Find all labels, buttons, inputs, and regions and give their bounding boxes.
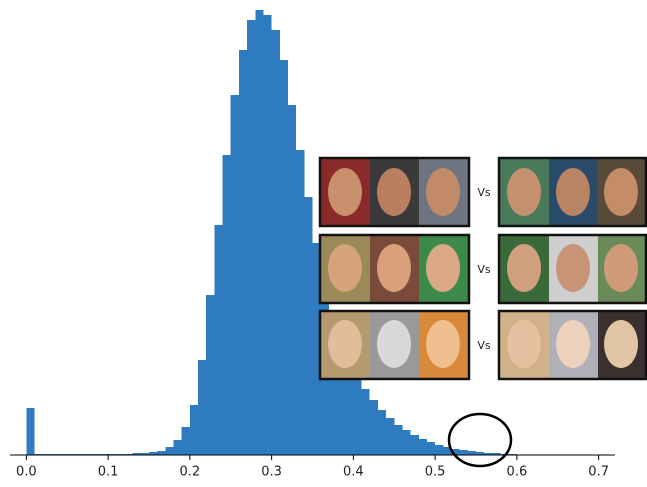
histogram-bar	[402, 430, 411, 455]
face	[377, 244, 411, 292]
face	[556, 168, 590, 216]
histogram-bar	[304, 197, 313, 455]
x-tick-label: 0.4	[343, 465, 364, 480]
histogram-bar	[140, 453, 149, 455]
histogram-bar	[410, 435, 419, 455]
histogram-bar	[328, 310, 338, 455]
face	[507, 320, 541, 368]
panel-frame	[497, 156, 647, 228]
histogram-bar	[312, 243, 321, 455]
histogram-bar	[247, 20, 256, 455]
histogram-bar	[189, 405, 199, 455]
panel-frame	[497, 233, 647, 305]
face	[426, 244, 460, 292]
face	[604, 168, 638, 216]
face	[328, 168, 362, 216]
histogram-bar	[418, 439, 427, 455]
face	[426, 320, 460, 368]
histogram-bar	[435, 445, 444, 455]
x-tick-label: 0.7	[588, 465, 609, 480]
histogram-bar	[361, 389, 370, 455]
histogram-bar	[337, 337, 346, 455]
histogram-bar	[214, 225, 223, 455]
histogram-bar	[287, 105, 297, 455]
histogram-bar	[238, 50, 248, 455]
face	[507, 168, 541, 216]
histogram-bar	[222, 155, 231, 455]
histogram-bar	[132, 453, 141, 455]
histogram-bar	[451, 449, 460, 455]
plot-area: 0.0 0.1 0.2 0.3 0.4 0.5 0.6 0.7	[10, 10, 615, 480]
histogram-bar	[173, 440, 182, 455]
left-faces	[318, 156, 471, 381]
histogram-bar	[426, 442, 436, 455]
highlight-circle	[447, 412, 513, 468]
face	[507, 244, 541, 292]
histogram-bar	[296, 150, 305, 455]
face	[328, 320, 362, 368]
face	[556, 320, 590, 368]
x-tick-label: 0.5	[425, 465, 446, 480]
histogram-bar	[476, 452, 485, 455]
right-faces	[497, 156, 647, 381]
face	[328, 244, 362, 292]
histogram-bar	[279, 60, 288, 455]
x-tick-label: 0.3	[261, 465, 282, 480]
panel-frame	[318, 233, 471, 305]
histogram-bar	[443, 447, 452, 455]
histogram-bar	[181, 427, 190, 455]
panel-frame	[318, 309, 471, 381]
panel-frame	[497, 309, 647, 381]
histogram-bar	[206, 295, 215, 455]
histogram-bar	[394, 425, 403, 455]
face	[604, 320, 638, 368]
histogram-bar	[255, 10, 264, 455]
face	[604, 244, 638, 292]
panel-frame	[318, 156, 471, 228]
x-tick-label: 0.6	[507, 465, 528, 480]
face	[377, 168, 411, 216]
face	[556, 244, 590, 292]
histogram-bar	[467, 451, 477, 455]
vs-label: Vs	[477, 263, 491, 276]
histogram-bar	[165, 447, 174, 455]
histogram-bar	[459, 450, 468, 455]
x-tick-label: 0.2	[180, 465, 201, 480]
histogram-bar	[263, 15, 272, 455]
face-panels: Vs Vs Vs	[318, 156, 647, 381]
histogram-bar	[157, 451, 166, 455]
histogram-bar	[148, 452, 158, 455]
histogram-bar	[230, 95, 239, 455]
vs-label: Vs	[477, 339, 491, 352]
x-tick-label: 0.1	[98, 465, 119, 480]
histogram-bar	[386, 418, 395, 455]
histogram-bar	[353, 375, 362, 455]
histogram-bar	[345, 357, 354, 455]
histogram-bar	[26, 408, 35, 455]
vs-label: Vs	[477, 186, 491, 199]
histogram-bar	[492, 453, 501, 455]
histogram-bar	[484, 453, 493, 455]
histogram-bar	[369, 400, 378, 455]
histogram-bar	[377, 410, 387, 455]
histogram-bar	[198, 360, 207, 455]
face	[377, 320, 411, 368]
x-tick-label: 0.0	[16, 465, 37, 480]
histogram-bar	[271, 30, 280, 455]
face	[426, 168, 460, 216]
